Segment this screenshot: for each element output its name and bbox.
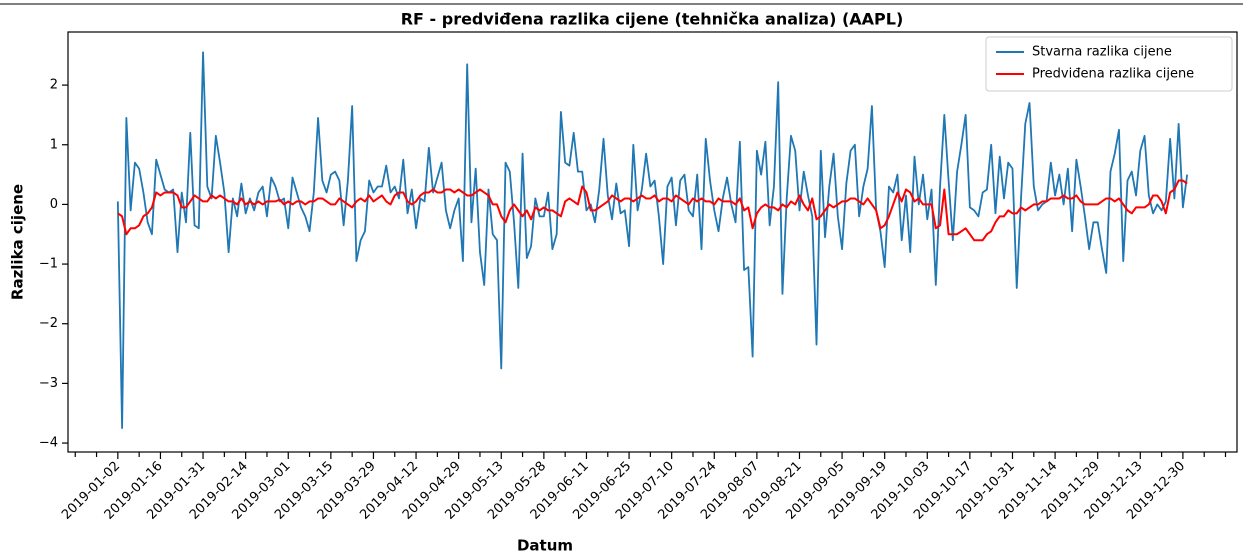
x-axis-label: Datum	[517, 537, 573, 553]
series-line	[116, 51, 1189, 430]
y-tick-label: 1	[50, 137, 58, 152]
chart-title: RF - predviđena razlika cijene (tehnička…	[401, 10, 904, 29]
y-tick-label: −1	[39, 257, 58, 272]
y-tick-label: 0	[50, 197, 58, 212]
plot-frame	[67, 31, 1238, 453]
legend-label: Stvarna razlika cijene	[1032, 45, 1172, 60]
legend-box	[985, 36, 1233, 92]
y-tick-label: −4	[39, 436, 58, 451]
y-tick-label: 2	[50, 78, 58, 93]
legend-label: Predviđena razlika cijene	[1032, 67, 1194, 82]
y-tick-label: −2	[39, 316, 58, 331]
y-tick-label: −3	[39, 376, 58, 391]
series-line	[117, 179, 1188, 242]
y-axis-label: Razlika cijene	[9, 184, 27, 300]
